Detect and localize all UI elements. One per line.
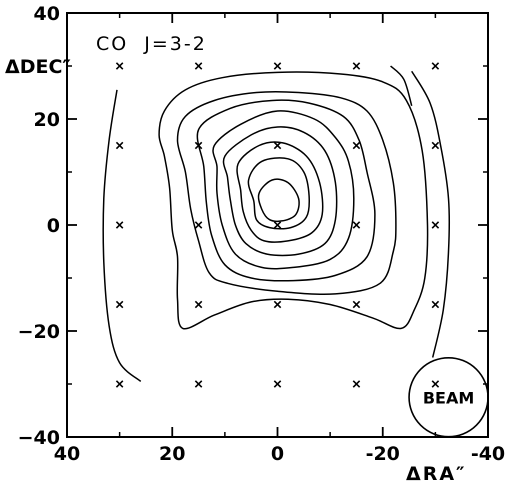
sample-marker bbox=[115, 62, 124, 70]
contour-line bbox=[236, 141, 324, 243]
x-tick-label: -40 bbox=[471, 443, 505, 465]
x-tick-label: 0 bbox=[271, 443, 284, 465]
y-tick-label: −20 bbox=[18, 321, 60, 343]
contour-line bbox=[257, 178, 300, 223]
contour-line bbox=[196, 99, 376, 282]
sample-marker bbox=[352, 141, 361, 150]
sample-marker bbox=[115, 380, 124, 388]
x-axis-ticks: 40 20 0 -20 -40 bbox=[54, 13, 505, 465]
x-tick-label: 20 bbox=[159, 443, 185, 465]
sample-marker bbox=[115, 221, 124, 229]
sample-marker bbox=[352, 221, 361, 229]
sample-marker bbox=[273, 380, 282, 388]
x-tick-label: -20 bbox=[366, 443, 400, 465]
y-tick-label: 20 bbox=[34, 109, 60, 131]
sample-marker bbox=[194, 380, 203, 388]
chart-title: CO J=3-2 bbox=[96, 33, 207, 55]
sample-marker bbox=[431, 380, 440, 388]
sample-marker bbox=[352, 300, 361, 309]
contour-line bbox=[212, 110, 355, 270]
sample-marker bbox=[115, 141, 124, 150]
sample-points bbox=[115, 62, 440, 388]
contour-line bbox=[158, 71, 429, 330]
contour-line bbox=[222, 126, 338, 257]
sample-marker bbox=[431, 62, 440, 70]
sample-marker bbox=[273, 221, 282, 229]
sample-marker bbox=[194, 141, 203, 150]
sample-marker bbox=[431, 221, 440, 229]
sample-marker bbox=[431, 141, 440, 150]
contour-line bbox=[247, 157, 311, 230]
contour-line bbox=[411, 70, 451, 358]
sample-marker bbox=[352, 380, 361, 388]
beam-label: BEAM bbox=[423, 388, 474, 407]
sample-marker bbox=[273, 141, 282, 150]
sample-marker bbox=[194, 62, 203, 70]
y-tick-label: 0 bbox=[47, 215, 60, 237]
y-tick-label: 40 bbox=[34, 3, 60, 25]
sample-marker bbox=[194, 221, 203, 229]
contour-line bbox=[390, 65, 413, 107]
x-tick-label: 40 bbox=[54, 443, 80, 465]
minor-ticks bbox=[67, 13, 488, 437]
y-axis-label: ΔDEC″ bbox=[5, 56, 71, 78]
x-axis-label: ΔRA″ bbox=[406, 463, 467, 485]
sample-marker bbox=[273, 62, 282, 70]
sample-marker bbox=[352, 62, 361, 70]
contour-lines bbox=[102, 65, 451, 382]
y-axis-ticks: 40 20 0 −20 −40 bbox=[18, 3, 488, 449]
sample-marker bbox=[273, 300, 282, 309]
beam-marker: BEAM bbox=[408, 356, 489, 438]
sample-marker bbox=[194, 300, 203, 309]
beam-circle bbox=[408, 356, 489, 438]
contour-line bbox=[176, 90, 397, 296]
y-tick-label: −40 bbox=[18, 427, 60, 449]
sample-marker bbox=[115, 300, 124, 309]
sample-marker bbox=[431, 300, 440, 309]
contour-line bbox=[102, 89, 142, 382]
